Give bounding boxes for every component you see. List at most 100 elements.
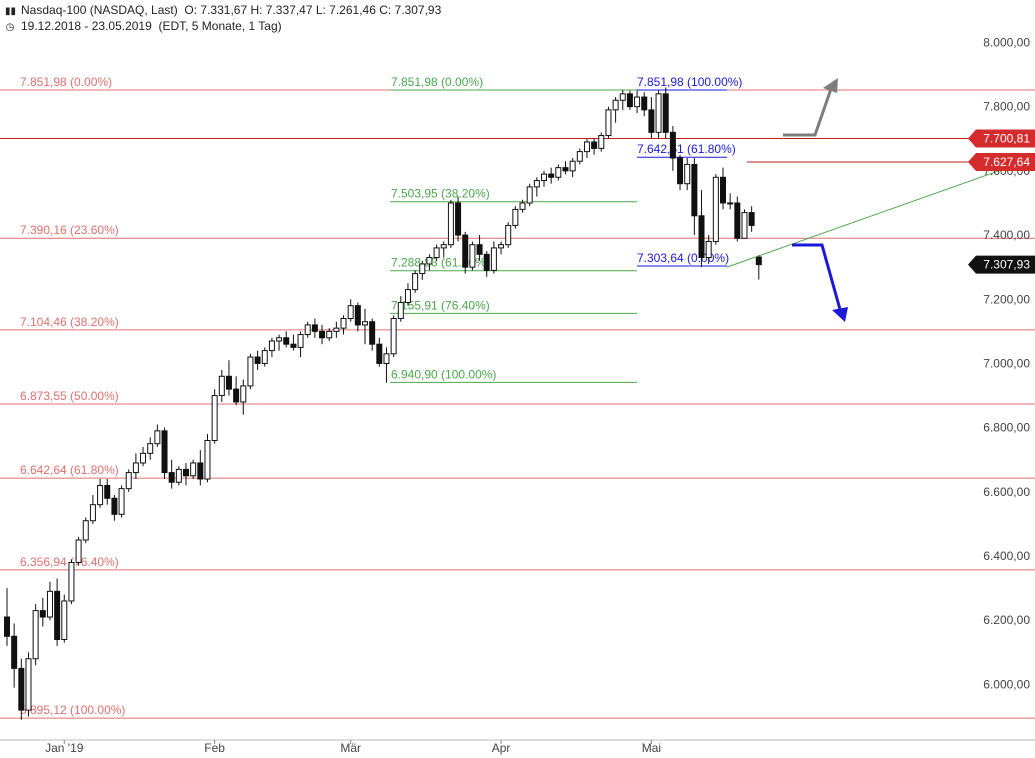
candle-body: [512, 208, 519, 226]
fib-label-mid: 7.503,95 (38.20%): [391, 187, 490, 201]
clock-icon[interactable]: ◷: [5, 22, 15, 33]
y-tick-label: 6.000,00: [983, 677, 1030, 691]
price-badge: [968, 129, 1035, 148]
y-tick-label: 7.200,00: [983, 292, 1030, 306]
candle-body: [254, 356, 261, 364]
candle-body: [326, 330, 333, 339]
candle-body: [225, 375, 232, 390]
candle-body: [111, 497, 118, 515]
candle-body: [684, 163, 691, 185]
candle-body: [233, 388, 240, 403]
candle-body: [154, 430, 161, 445]
candle-body: [197, 462, 204, 480]
x-tick-label: Mär: [340, 741, 361, 755]
candle-body: [476, 244, 483, 255]
candle-body: [261, 350, 268, 364]
chart-header-line1: ▮▮ Nasdaq-100 (NASDAQ, Last) O: 7.331,67 …: [5, 3, 441, 17]
meta-label: (EDT, 5 Monate, 1 Tag): [158, 19, 282, 33]
fib-lines: 7.851,98 (0.00%) 7.390,16 (23.60%) 7.104,4…: [0, 75, 1035, 719]
candle-body: [247, 356, 254, 387]
candle-body: [519, 202, 526, 210]
candle-body: [32, 610, 39, 660]
x-tick-label: Mai: [642, 741, 661, 755]
candle-body: [648, 109, 655, 133]
candle-body: [555, 167, 562, 178]
fib-label-mid: 7.155,91 (76.40%): [391, 298, 490, 312]
candle-body: [562, 167, 569, 172]
candle-body: [140, 452, 147, 464]
down-arrow-path: [792, 243, 843, 314]
candle-body: [4, 616, 10, 637]
candle-body: [698, 215, 705, 259]
candle-body: [161, 430, 168, 474]
candle-body: [755, 256, 762, 266]
candle-body: [455, 202, 462, 236]
candle-body: [75, 539, 82, 563]
fib-label-long: 7.851,98 (0.00%): [20, 75, 112, 89]
candle-body: [46, 590, 53, 618]
candle-body: [669, 131, 676, 159]
candle-body: [39, 610, 46, 618]
candle-body: [576, 151, 583, 162]
candle-body: [655, 93, 662, 133]
candle-body: [18, 667, 25, 711]
candle-body: [505, 224, 512, 246]
candle-body: [25, 658, 32, 711]
candle-body: [340, 318, 347, 329]
y-tick-label: 6.800,00: [983, 421, 1030, 435]
price-axis: 6.000,00 6.200,00 6.400,00 6.600,00 6.800,00…: [968, 35, 1035, 691]
candle-body: [426, 257, 433, 265]
candle-body: [691, 163, 698, 217]
fib-label-recent: 7.642,51 (61.80%): [637, 142, 736, 156]
candle-body: [626, 93, 633, 108]
candle-body: [433, 247, 440, 259]
x-tick-label: Apr: [492, 741, 511, 755]
candle-body: [720, 176, 726, 204]
candle-body: [204, 439, 211, 480]
ohlc-label: O: 7.331,67 H: 7.337,47 L: 7.261,46 C: 7…: [184, 3, 442, 17]
candle-body: [583, 141, 590, 153]
candle-body: [605, 109, 612, 137]
price-badge-label: 7.627,64: [983, 155, 1030, 169]
candle-body: [462, 234, 469, 268]
candle-body: [104, 484, 111, 499]
candle-body: [419, 263, 426, 275]
candle-body: [727, 202, 734, 205]
candle-body: [612, 99, 619, 111]
range-label: 19.12.2018 - 23.05.2019: [21, 19, 152, 33]
candle-body: [412, 273, 419, 291]
candle-body: [54, 590, 61, 640]
candle-body: [748, 212, 755, 226]
y-tick-label: 7.800,00: [983, 100, 1030, 114]
candle-body: [183, 468, 189, 477]
y-tick-label: 7.400,00: [983, 228, 1030, 242]
down-arrow-head: [832, 307, 848, 322]
candle-body: [619, 93, 626, 101]
candle-body: [662, 93, 669, 133]
candle-body: [469, 244, 476, 268]
candle-body: [304, 324, 311, 336]
candle-body: [548, 173, 555, 178]
candle-body: [132, 462, 139, 474]
fib-label-mid: 7.851,98 (0.00%): [391, 75, 483, 89]
candle-body: [569, 160, 576, 172]
candle-body: [440, 244, 447, 249]
price-badge: [968, 255, 1035, 274]
price-badge-label: 7.307,93: [983, 258, 1030, 272]
candle-body: [369, 321, 376, 345]
trend-line: [726, 157, 1035, 268]
candle-body: [677, 157, 684, 185]
price-badge: [968, 152, 1035, 171]
bars-icon[interactable]: ▮▮: [5, 6, 17, 17]
candle-body: [61, 600, 68, 640]
candle-body: [240, 385, 247, 403]
time-axis: Jan '19 Feb Mär Apr Mai: [0, 739, 1035, 755]
candle-body: [147, 443, 154, 454]
symbol-label: Nasdaq-100 (NASDAQ, Last): [21, 3, 178, 17]
candle-body: [641, 96, 648, 111]
candle-body: [118, 488, 125, 515]
candle-body: [311, 324, 318, 332]
candles: [4, 87, 762, 720]
candle-body: [319, 330, 326, 339]
